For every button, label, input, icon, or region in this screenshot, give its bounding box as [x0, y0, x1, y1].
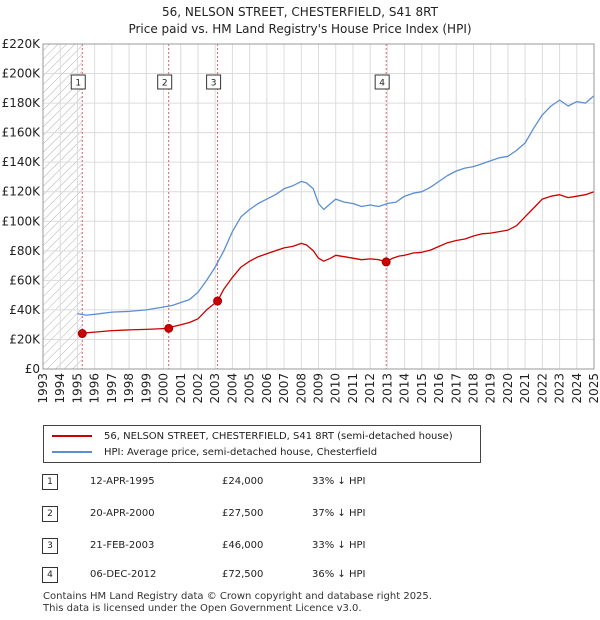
legend-label-hpi: HPI: Average price, semi-detached house,… [104, 446, 378, 458]
sale-number-label: 4 [379, 79, 385, 89]
x-tick-label: 1994 [53, 373, 67, 404]
x-tick-label: 2007 [277, 373, 291, 404]
y-tick-label: £140K [2, 155, 42, 169]
x-tick-label: 1995 [70, 373, 84, 404]
transaction-hpi-diff: 33% ↓ HPI [312, 476, 366, 487]
y-tick-label: £160K [2, 126, 42, 140]
x-tick-label: 2011 [346, 373, 360, 404]
y-tick-label: £80K [9, 244, 41, 258]
transaction-hpi-diff: 33% ↓ HPI [312, 540, 366, 551]
transaction-price: £27,500 [222, 508, 264, 519]
legend: 56, NELSON STREET, CHESTERFIELD, S41 8RT… [43, 425, 481, 463]
y-tick-label: £100K [2, 214, 42, 228]
x-tick-label: 2021 [518, 373, 532, 404]
x-tick-label: 1998 [122, 373, 136, 404]
legend-swatch-hpi [52, 451, 92, 453]
legend-item-property: 56, NELSON STREET, CHESTERFIELD, S41 8RT… [52, 429, 453, 443]
sale-point [213, 296, 223, 306]
transaction-date: 21-FEB-2003 [90, 540, 155, 551]
transaction-price: £46,000 [222, 540, 264, 551]
sale-point [164, 323, 174, 333]
x-tick-label: 2008 [294, 373, 308, 404]
x-tick-label: 2000 [157, 373, 171, 404]
transaction-hpi-diff: 37% ↓ HPI [312, 508, 366, 519]
x-tick-label: 2015 [415, 373, 429, 404]
y-tick-label: £60K [9, 273, 41, 287]
x-tick-label: 2023 [553, 373, 567, 404]
sale-number-box [206, 74, 222, 90]
sale-number-label: 3 [211, 79, 217, 89]
transaction-number: 4 [42, 567, 58, 583]
plot-frame [42, 43, 595, 370]
legend-item-hpi: HPI: Average price, semi-detached house,… [52, 445, 377, 459]
legend-label-property: 56, NELSON STREET, CHESTERFIELD, S41 8RT… [104, 430, 453, 442]
x-tick-label: 2019 [484, 373, 498, 404]
x-tick-label: 2009 [312, 373, 326, 404]
transaction-date: 12-APR-1995 [90, 476, 155, 487]
x-tick-label: 2004 [225, 373, 239, 404]
price-chart: 1 2 3 4 £0 £20K £40K £60K £80K £100K £120K £140K £1… [2, 37, 600, 404]
transaction-number: 1 [42, 474, 58, 490]
x-tick-label: 2024 [570, 373, 584, 404]
sale-point [381, 257, 391, 267]
y-tick-label: £0 [25, 362, 40, 376]
x-tick-label: 2022 [535, 373, 549, 404]
x-tick-label: 2002 [191, 373, 205, 404]
y-tick-label: £40K [9, 303, 41, 317]
legend-swatch-property [52, 435, 92, 437]
sale-number-box [374, 74, 390, 90]
transaction-number: 3 [42, 538, 58, 554]
x-tick-label: 2005 [243, 373, 257, 404]
x-tick-label: 1997 [105, 373, 119, 404]
sale-number-label: 2 [162, 79, 168, 89]
y-tick-label: £220K [2, 37, 42, 51]
sale-point [77, 329, 87, 339]
x-tick-label: 1999 [139, 373, 153, 404]
x-tick-label: 1993 [36, 373, 50, 404]
footer-copyright: Contains HM Land Registry data © Crown c… [43, 591, 432, 602]
transaction-price: £24,000 [222, 476, 264, 487]
x-tick-label: 2001 [174, 373, 188, 404]
sale-number-label: 1 [75, 79, 81, 89]
transaction-date: 06-DEC-2012 [90, 569, 157, 580]
x-tick-label: 2025 [587, 373, 600, 404]
transaction-hpi-diff: 36% ↓ HPI [312, 569, 366, 580]
x-tick-label: 1996 [88, 373, 102, 404]
x-tick-label: 2013 [380, 373, 394, 404]
chart-title: 56, NELSON STREET, CHESTERFIELD, S41 8RT [162, 5, 438, 19]
transaction-number: 2 [42, 506, 58, 522]
transaction-price: £72,500 [222, 569, 264, 580]
x-tick-label: 2017 [449, 373, 463, 404]
x-tick-label: 2014 [398, 373, 412, 404]
sale-number-box [157, 74, 173, 90]
sale-number-box [70, 74, 86, 90]
y-tick-label: £180K [2, 96, 42, 110]
x-tick-label: 2016 [432, 373, 446, 404]
x-tick-label: 2010 [329, 373, 343, 404]
hpi-line [77, 95, 595, 316]
property-price-line [82, 191, 595, 335]
x-tick-label: 2012 [363, 373, 377, 404]
pre-sale-hatch [43, 44, 83, 369]
footer-licence: This data is licensed under the Open Gov… [43, 603, 362, 614]
y-tick-label: £20K [9, 332, 41, 346]
x-tick-label: 2018 [466, 373, 480, 404]
chart-subtitle: Price paid vs. HM Land Registry's House … [128, 22, 472, 36]
y-tick-label: £120K [2, 185, 42, 199]
x-tick-label: 2003 [208, 373, 222, 404]
transaction-date: 20-APR-2000 [90, 508, 155, 519]
x-tick-label: 2020 [501, 373, 515, 404]
y-tick-label: £200K [2, 67, 42, 81]
x-tick-label: 2006 [260, 373, 274, 404]
